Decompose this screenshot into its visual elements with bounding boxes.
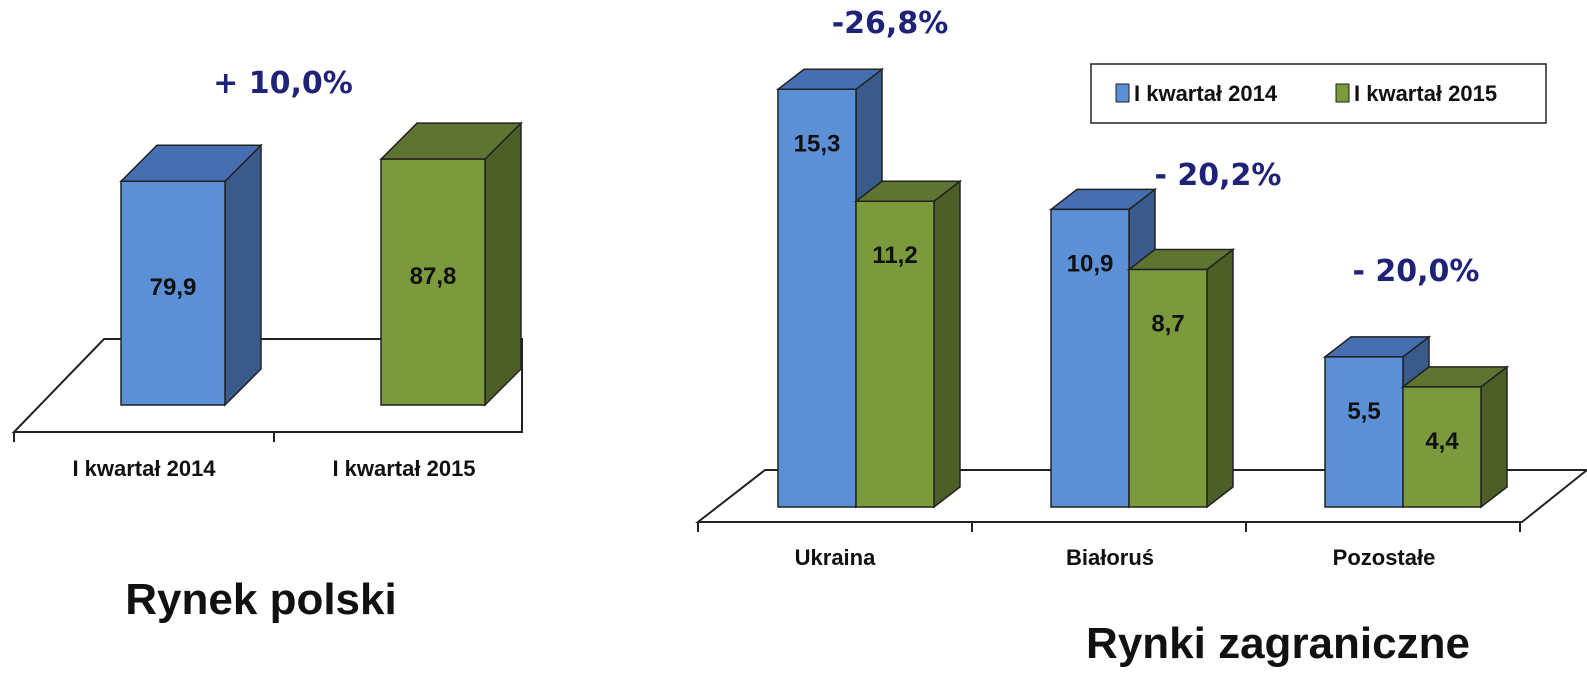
- right-bar-value-label-1-0: 10,9: [1067, 250, 1114, 277]
- right-bar-1-1-front: [1128, 268, 1208, 508]
- right-bar-2-0-front: [1324, 356, 1404, 508]
- right-bar-value-label-2-1: 4,4: [1425, 428, 1459, 455]
- right-bar-0-1-side: [933, 179, 961, 509]
- legend-label-2014: I kwartał 2014: [1134, 81, 1278, 106]
- right-bar-value-label-0-1: 11,2: [872, 242, 917, 269]
- right-tick-label-0: Ukraina: [795, 545, 876, 570]
- left-tick-label-0: I kwartał 2014: [72, 456, 216, 481]
- left-chart-title: Rynek polski: [125, 575, 396, 624]
- right-bars: 15,3 11,2 10,9 8,7 5,5 4,4: [775, 67, 1510, 509]
- right-change-annotation-1: - 20,2%: [1155, 158, 1282, 193]
- left-bar-0-side: [224, 143, 262, 407]
- legend-swatch-2014: [1115, 83, 1130, 103]
- right-tick-label-1: Białoruś: [1066, 545, 1154, 570]
- left-bars: 79,9 87,8: [119, 121, 523, 407]
- left-bar-1: [379, 121, 523, 407]
- right-bar-1-1-side: [1206, 247, 1234, 509]
- left-bar-1-side: [484, 121, 522, 407]
- legend-swatch-2015: [1335, 83, 1350, 103]
- right-bar-value-label-0-0: 15,3: [794, 130, 841, 157]
- right-bar-0-1: [853, 179, 963, 509]
- right-tick-label-2: Pozostałe: [1333, 545, 1436, 570]
- right-bar-1-1: [1126, 247, 1236, 509]
- right-change-annotation-2: - 20,0%: [1353, 254, 1480, 289]
- legend: I kwartał 2014 I kwartał 2015: [1090, 63, 1547, 124]
- legend-label-2015: I kwartał 2015: [1354, 81, 1497, 106]
- right-bar-value-label-1-1: 8,7: [1151, 310, 1184, 337]
- left-tick-label-1: I kwartał 2015: [332, 456, 475, 481]
- left-bar-1-front: [380, 158, 486, 406]
- right-chart-title: Rynki zagraniczne: [1086, 619, 1470, 668]
- right-change-annotation-0: -26,8%: [832, 6, 949, 41]
- left-bar-0: [119, 143, 263, 407]
- left-bar-value-label-1: 87,8: [410, 263, 457, 290]
- left-bar-value-label-0: 79,9: [150, 274, 197, 301]
- right-bar-2-1-front: [1402, 386, 1482, 508]
- left-bar-0-front: [120, 180, 226, 406]
- left-change-annotation: + 10,0%: [213, 66, 353, 101]
- right-bar-value-label-2-0: 5,5: [1347, 398, 1380, 425]
- right-bar-0-1-front: [855, 200, 935, 508]
- right-bar-2-1: [1400, 365, 1510, 509]
- right-bar-2-1-side: [1480, 365, 1508, 509]
